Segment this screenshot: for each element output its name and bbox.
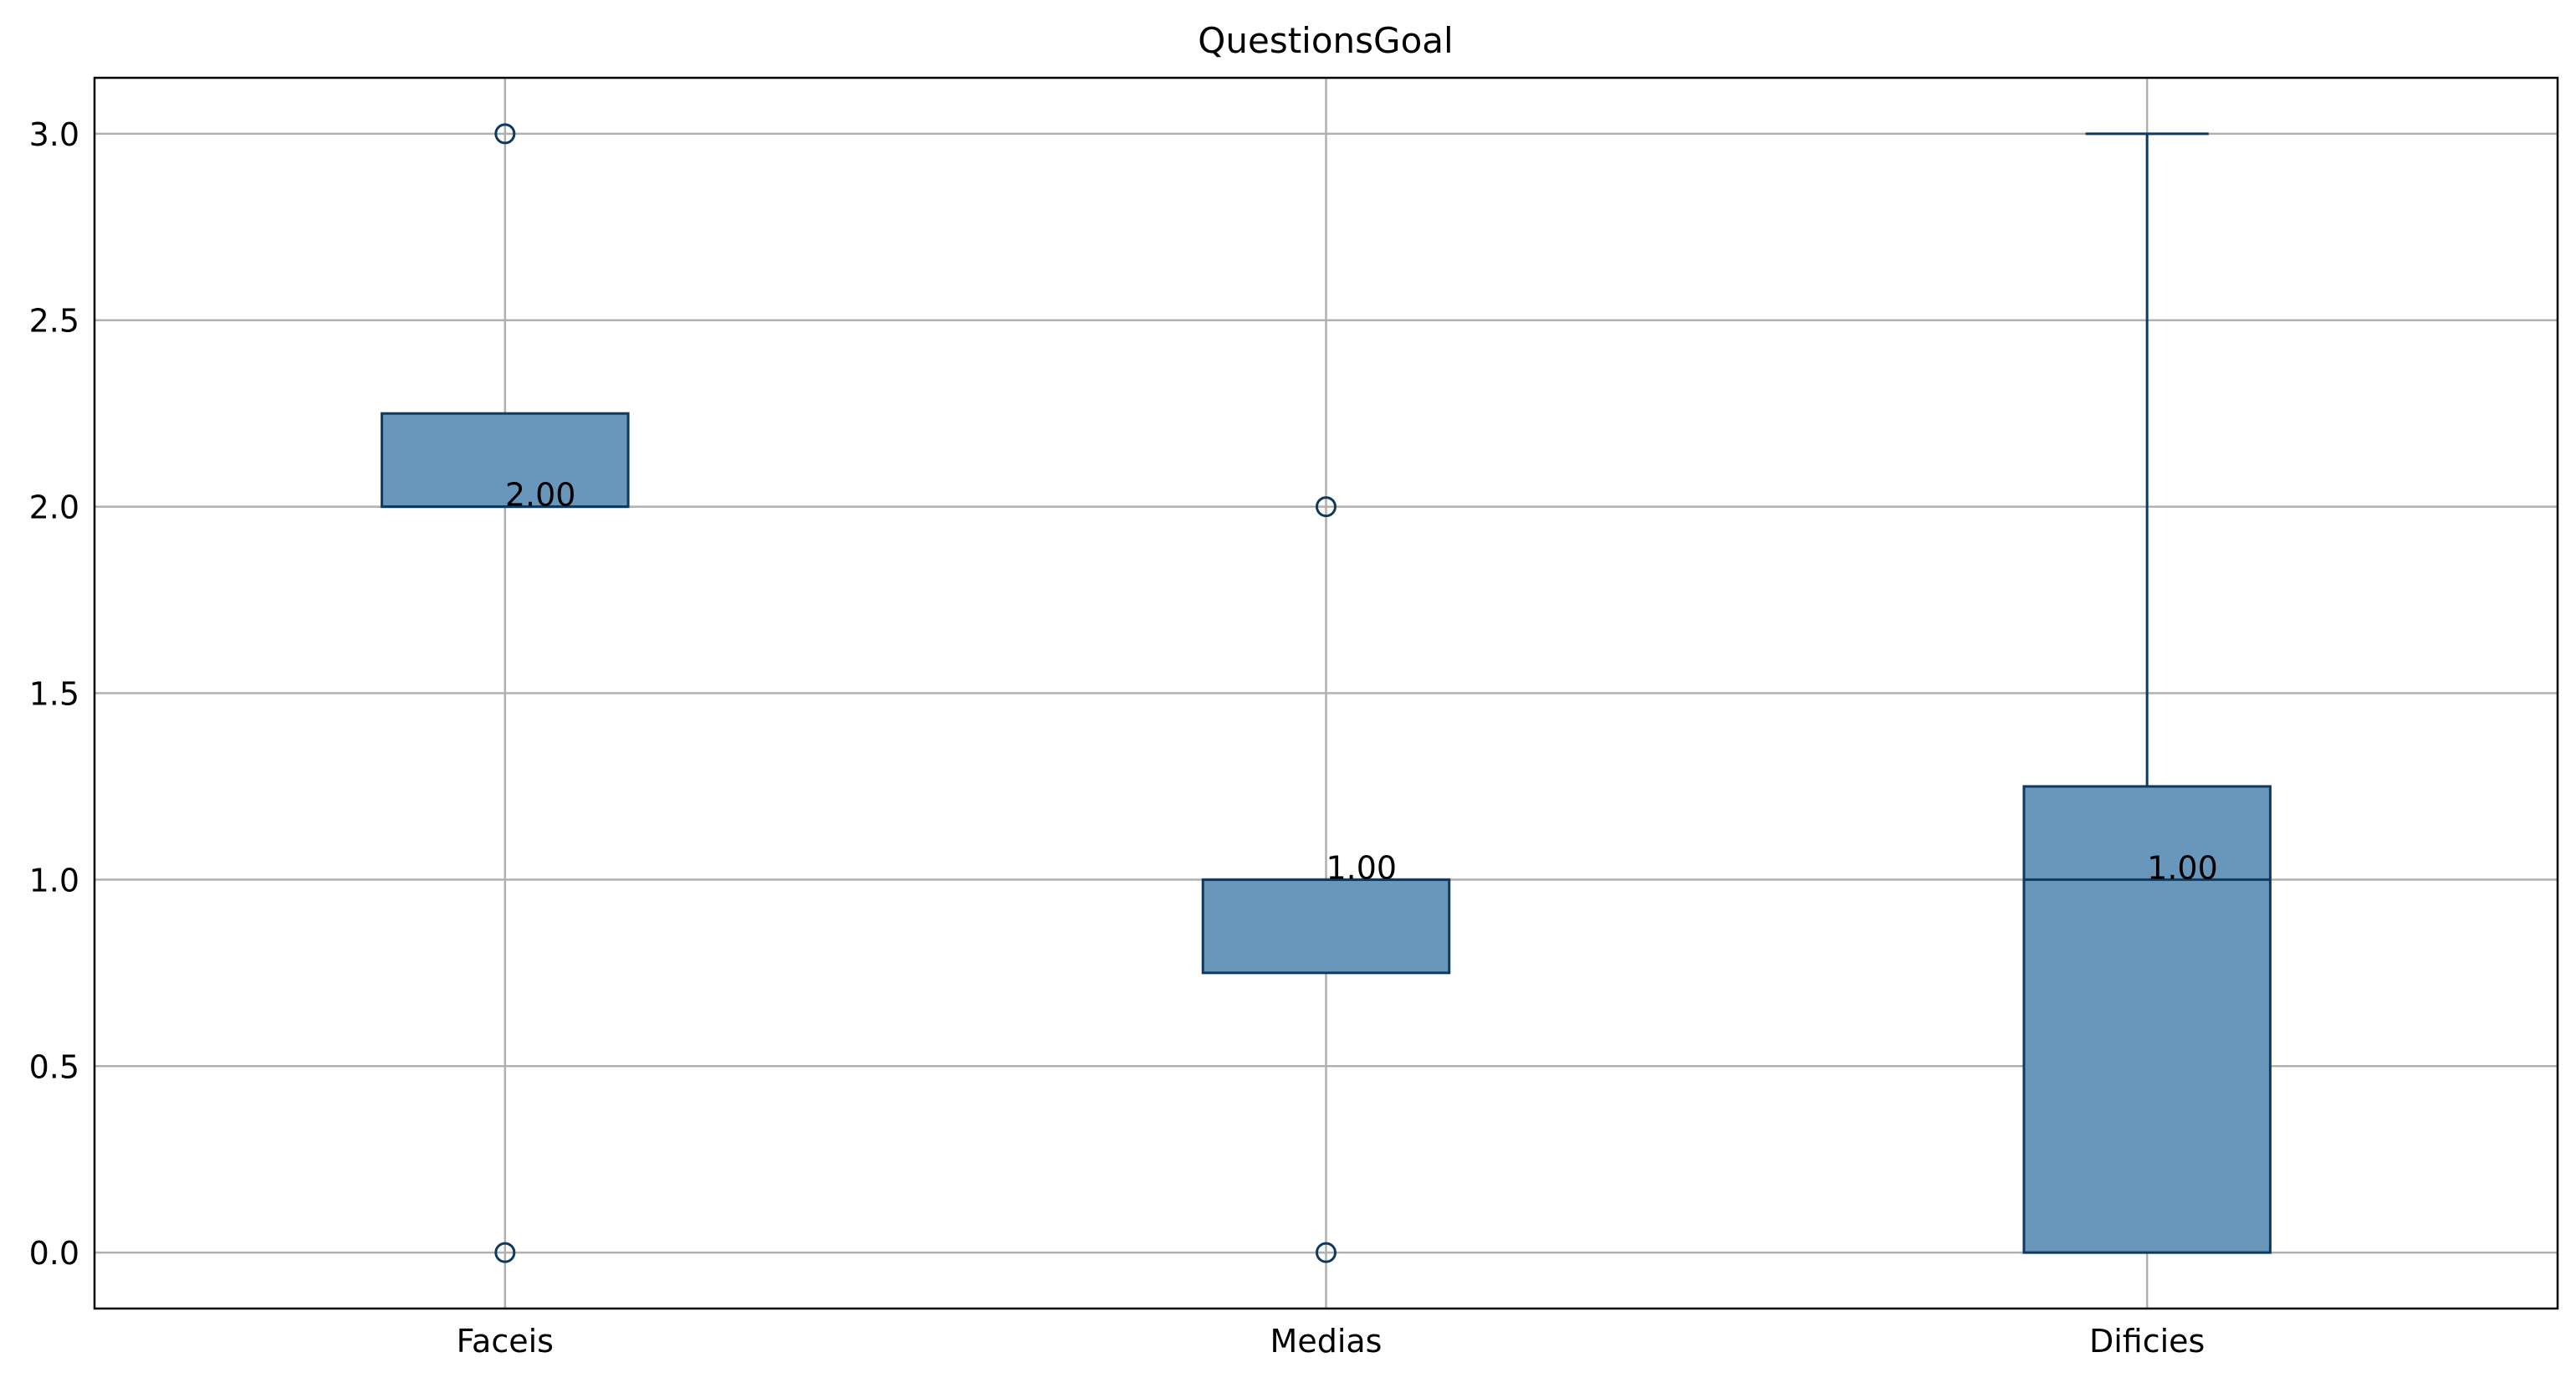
- y-tick-label: 0.5: [29, 1048, 79, 1085]
- outlier-point: [1316, 496, 1337, 518]
- y-tick-label: 3.0: [29, 116, 79, 153]
- plot-frame: [93, 76, 2559, 1310]
- chart-title: QuestionsGoal: [1198, 20, 1453, 61]
- box-body: [381, 412, 630, 509]
- y-tick-label: 2.5: [29, 303, 79, 340]
- box-body: [2022, 785, 2272, 1254]
- y-tick-label: 0.0: [29, 1235, 79, 1272]
- median-value-label: 2.00: [505, 477, 576, 514]
- y-tick-label: 1.0: [29, 862, 79, 899]
- box-layer: [381, 123, 2272, 1263]
- box-body: [1201, 878, 1451, 975]
- median-value-label: 1.00: [2147, 849, 2218, 886]
- median-value-label: 1.00: [1326, 849, 1398, 886]
- y-tick-label: 1.5: [29, 676, 79, 713]
- x-tick-label: Faceis: [457, 1323, 554, 1360]
- y-tick-label: 2.0: [29, 489, 79, 526]
- x-tick-label: Medias: [1270, 1323, 1383, 1360]
- outlier-point: [494, 123, 516, 145]
- label-layer: QuestionsGoal 0.0 0.5 1.0 1.5 2.0 2.5 3.0 Facei…: [29, 20, 2218, 1360]
- x-tick-label: Dificies: [2089, 1323, 2205, 1360]
- outlier-point: [494, 1242, 516, 1263]
- outlier-point: [1316, 1242, 1337, 1263]
- axis-layer: [93, 76, 2559, 1310]
